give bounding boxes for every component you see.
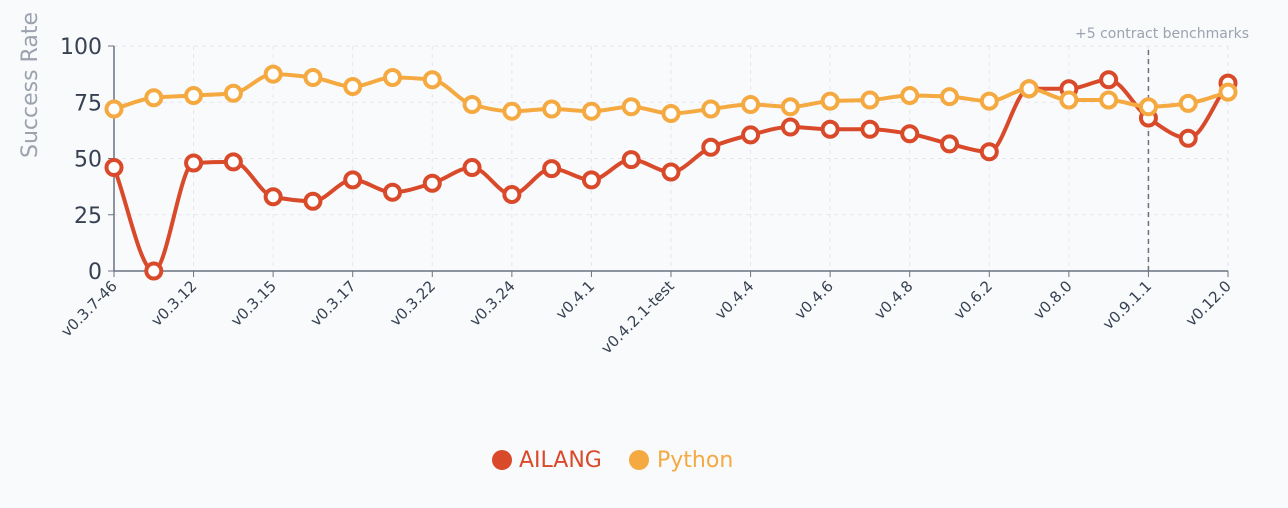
legend-label-python: Python xyxy=(657,448,733,473)
point-ailang xyxy=(462,158,482,177)
point-python xyxy=(860,90,880,110)
point-python xyxy=(1059,90,1079,110)
grid xyxy=(113,45,1229,272)
point-ailang xyxy=(502,185,522,204)
x-tick-label: v0.3.12 xyxy=(148,277,201,330)
legend-marker-python xyxy=(629,450,649,470)
point-python xyxy=(223,83,243,103)
x-tick-label: v0.6.2 xyxy=(950,277,996,323)
annotation: +5 contract benchmarks xyxy=(1075,26,1249,271)
point-ailang xyxy=(581,170,601,190)
point-python xyxy=(1218,82,1238,102)
x-tick-label: v0.3.17 xyxy=(307,277,360,330)
point-python xyxy=(542,99,562,119)
x-tick-label: v0.12.0 xyxy=(1182,277,1235,330)
x-tick-label: v0.4.1 xyxy=(552,277,598,323)
legend: AILANG Python xyxy=(492,448,733,473)
point-ailang xyxy=(343,170,363,190)
series-group xyxy=(104,64,1238,281)
axes: 0 25 50 75 100 v0.3.7-46 v0.3.12 v0.3.15 v0.3.17… xyxy=(58,35,1235,357)
point-ailang xyxy=(303,191,323,211)
point-ailang xyxy=(104,158,124,177)
point-python xyxy=(661,104,681,123)
point-python xyxy=(343,77,363,96)
point-python xyxy=(184,86,204,105)
point-ailang xyxy=(144,261,164,281)
point-python xyxy=(462,95,482,114)
point-ailang xyxy=(422,173,442,193)
point-python xyxy=(1138,97,1158,117)
point-ailang xyxy=(1178,128,1198,148)
x-tick-label: v0.3.7-46 xyxy=(58,277,121,340)
point-ailang xyxy=(979,142,999,162)
x-tick-label: v0.3.15 xyxy=(227,277,280,330)
x-tick-label: v0.3.22 xyxy=(386,277,439,330)
x-tick-label: v0.3.24 xyxy=(466,277,519,330)
x-tick-label: v0.4.8 xyxy=(871,277,917,323)
x-tick-label: v0.4.4 xyxy=(711,277,757,323)
point-ailang xyxy=(383,182,402,202)
point-python xyxy=(104,99,124,119)
x-tick-label: v0.4.6 xyxy=(791,277,837,323)
y-tick-label: 100 xyxy=(60,35,102,60)
legend-item-python[interactable]: Python xyxy=(629,448,733,473)
y-tick-label: 50 xyxy=(74,148,102,173)
point-python xyxy=(263,64,283,84)
point-python xyxy=(979,91,999,111)
point-ailang xyxy=(701,137,721,157)
point-python xyxy=(900,86,920,105)
x-tick-label: v0.9.1.1 xyxy=(1099,277,1155,333)
series-python xyxy=(104,64,1238,123)
point-ailang xyxy=(741,125,761,145)
point-ailang xyxy=(820,119,840,139)
point-python xyxy=(701,99,721,119)
point-python xyxy=(303,68,323,87)
point-python xyxy=(621,97,641,117)
legend-item-ailang[interactable]: AILANG xyxy=(492,448,602,473)
point-python xyxy=(780,97,800,117)
y-tick-label: 25 xyxy=(74,204,102,229)
point-ailang xyxy=(940,134,959,154)
point-ailang xyxy=(223,152,243,172)
point-ailang xyxy=(900,124,920,144)
point-python xyxy=(1178,93,1198,113)
point-python xyxy=(144,88,164,108)
point-ailang xyxy=(1099,70,1119,90)
point-ailang xyxy=(184,153,204,173)
y-tick-label: 0 xyxy=(88,260,102,285)
point-ailang xyxy=(661,162,681,182)
point-python xyxy=(581,101,601,121)
point-python xyxy=(940,87,959,107)
legend-label-ailang: AILANG xyxy=(519,448,602,473)
point-python xyxy=(383,68,402,87)
x-tick-label: v0.4.2.1-test xyxy=(598,277,678,357)
point-python xyxy=(741,95,761,114)
point-python xyxy=(502,101,522,121)
annotation-text: +5 contract benchmarks xyxy=(1075,26,1249,42)
y-tick-label: 75 xyxy=(74,91,102,116)
point-ailang xyxy=(542,159,562,179)
point-ailang xyxy=(621,150,641,170)
point-python xyxy=(1099,90,1119,110)
point-python xyxy=(422,70,442,90)
legend-marker-ailang xyxy=(492,450,512,470)
point-python xyxy=(1019,79,1039,99)
x-tick-label: v0.8.0 xyxy=(1030,277,1076,323)
point-ailang xyxy=(263,187,283,207)
y-axis-label: Success Rate xyxy=(18,12,43,158)
point-ailang xyxy=(780,117,800,137)
point-python xyxy=(820,91,840,111)
point-ailang xyxy=(860,119,880,139)
